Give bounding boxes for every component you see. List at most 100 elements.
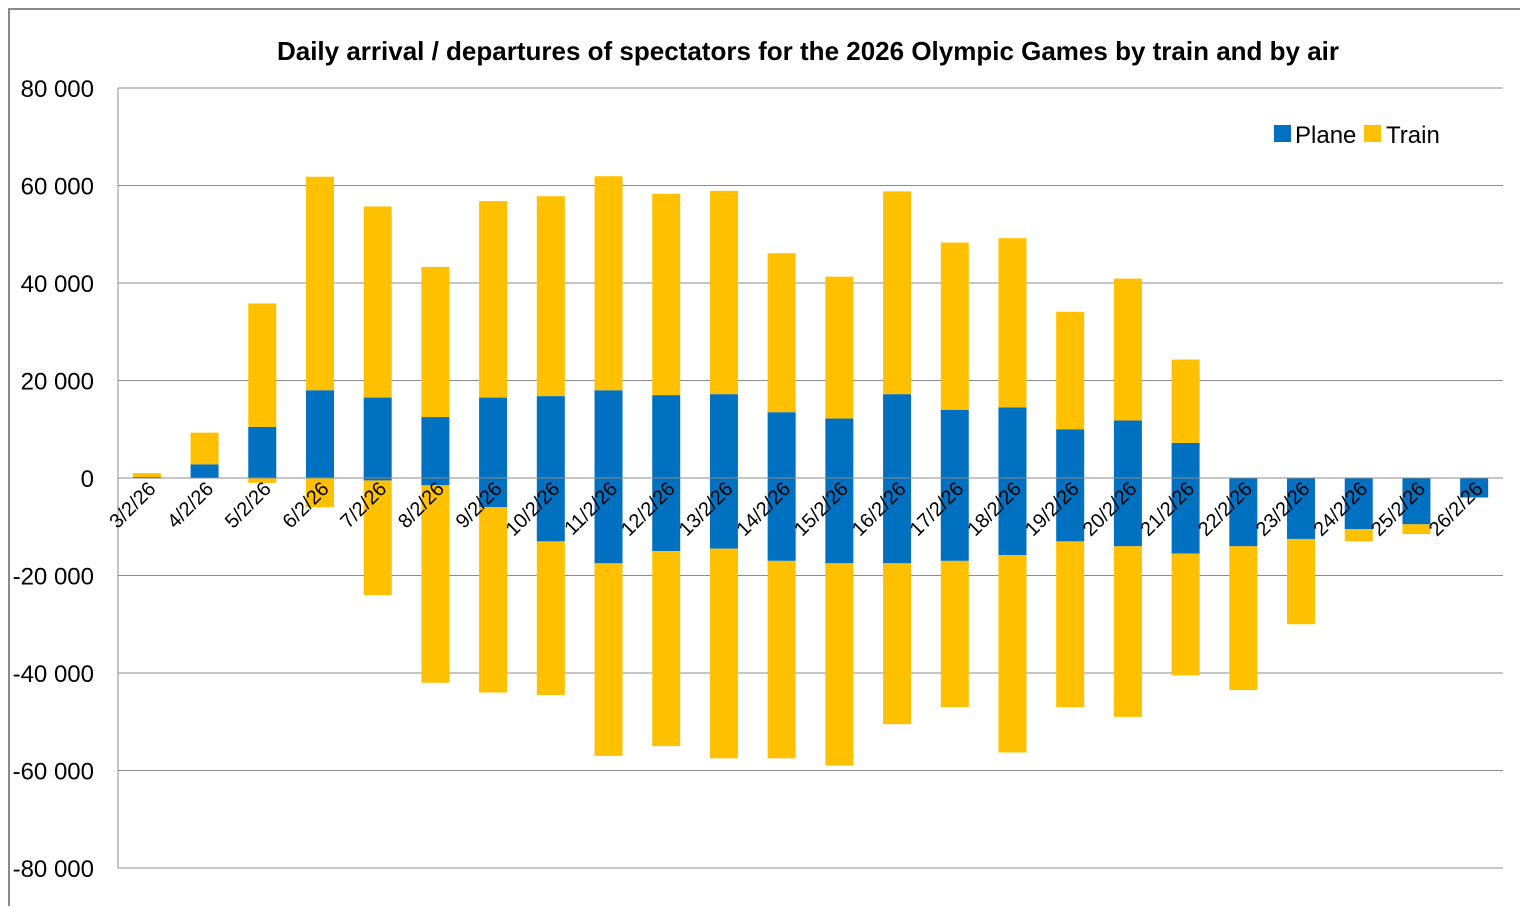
bar-plane-arrival xyxy=(1056,429,1085,478)
bar-train-arrival xyxy=(709,190,738,395)
bar-train-arrival xyxy=(594,176,623,391)
bar-train-arrival xyxy=(1113,278,1142,421)
bar-plane-departure xyxy=(536,478,565,542)
bar-plane-arrival xyxy=(767,412,796,478)
bar-train-departure xyxy=(767,560,796,759)
bar-plane-arrival xyxy=(998,407,1027,478)
bars xyxy=(132,176,1489,766)
legend: Plane Train xyxy=(1274,122,1440,149)
bar-plane-departure xyxy=(1056,478,1085,542)
bar-plane-departure xyxy=(479,478,508,508)
bar-plane-departure xyxy=(1344,478,1373,530)
bar-train-departure xyxy=(998,555,1027,753)
bar-plane-departure xyxy=(421,478,450,486)
bar-plane-departure xyxy=(940,478,969,561)
bar-train-departure xyxy=(1402,524,1431,535)
bar-train-arrival xyxy=(536,196,565,397)
bar-train-departure xyxy=(652,551,681,747)
bar-train-arrival xyxy=(479,201,508,398)
bar-train-departure xyxy=(1287,538,1316,625)
y-tick-label: 60 000 xyxy=(21,174,94,201)
bar-train-arrival xyxy=(652,193,681,396)
bar-plane-arrival xyxy=(825,418,854,478)
bar-train-arrival xyxy=(132,473,161,478)
y-tick-label: 80 000 xyxy=(21,76,94,103)
bar-train-departure xyxy=(594,563,623,756)
bar-train-departure xyxy=(421,485,450,683)
bar-train-arrival xyxy=(1056,311,1085,430)
bar-train-arrival xyxy=(248,303,277,427)
bar-plane-arrival xyxy=(479,397,508,478)
bar-train-departure xyxy=(940,560,969,708)
bar-plane-arrival xyxy=(594,390,623,478)
bar-train-departure xyxy=(479,507,508,693)
legend-swatch-plane xyxy=(1274,125,1291,142)
y-tick-label: -80 000 xyxy=(13,856,94,883)
bar-plane-departure xyxy=(1460,478,1489,498)
bar-plane-departure xyxy=(1171,478,1200,554)
bar-train-arrival xyxy=(190,432,219,465)
bar-plane-departure xyxy=(363,478,392,481)
bar-plane-departure xyxy=(883,478,912,564)
legend-label-plane: Plane xyxy=(1295,122,1356,149)
bar-train-departure xyxy=(248,478,277,483)
y-tick-label: -20 000 xyxy=(13,564,94,591)
bar-plane-arrival xyxy=(652,395,681,478)
bar-plane-arrival xyxy=(305,390,334,478)
bar-train-arrival xyxy=(940,242,969,410)
x-tick-label: 4/2/26 xyxy=(163,478,218,533)
bar-plane-departure xyxy=(709,478,738,549)
bar-plane-departure xyxy=(652,478,681,552)
bar-train-departure xyxy=(883,563,912,725)
y-tick-label: -60 000 xyxy=(13,759,94,786)
bar-train-arrival xyxy=(363,206,392,398)
bar-train-arrival xyxy=(825,276,854,419)
chart-title: Daily arrival / departures of spectators… xyxy=(277,36,1339,66)
bar-plane-departure xyxy=(767,478,796,561)
bar-plane-arrival xyxy=(1171,442,1200,478)
bar-train-departure xyxy=(825,563,854,766)
bar-plane-departure xyxy=(1402,478,1431,525)
bar-plane-departure xyxy=(1113,478,1142,547)
y-tick-label: -40 000 xyxy=(13,661,94,688)
bar-train-departure xyxy=(1229,546,1258,691)
legend-label-train: Train xyxy=(1386,122,1440,149)
bar-plane-arrival xyxy=(709,394,738,478)
bar-plane-departure xyxy=(1229,478,1258,547)
bar-plane-arrival xyxy=(421,417,450,478)
x-tick-label: 5/2/26 xyxy=(221,478,276,533)
bar-plane-arrival xyxy=(883,394,912,478)
bar-plane-arrival xyxy=(1113,420,1142,478)
bar-plane-departure xyxy=(1287,478,1316,539)
bar-plane-arrival xyxy=(248,426,277,478)
y-tick-label: 40 000 xyxy=(21,271,94,298)
bar-train-departure xyxy=(1113,546,1142,717)
bar-plane-departure xyxy=(594,478,623,564)
bar-train-arrival xyxy=(305,176,334,391)
bar-train-departure xyxy=(363,480,392,595)
bar-train-departure xyxy=(536,541,565,695)
x-tick-label: 3/2/26 xyxy=(106,478,161,533)
bar-plane-arrival xyxy=(940,409,969,478)
bar-train-arrival xyxy=(421,266,450,418)
chart-frame xyxy=(8,8,1520,906)
legend-swatch-train xyxy=(1364,125,1381,142)
bar-train-departure xyxy=(1171,553,1200,676)
y-axis: 80 000 60 000 40 000 20 000 0 -20 000 -40 000 -… xyxy=(13,76,119,883)
bar-train-arrival xyxy=(767,253,796,413)
bar-plane-departure xyxy=(998,478,1027,556)
x-tick-label: 26/2/26 xyxy=(1425,478,1488,541)
bar-plane-arrival xyxy=(190,464,219,478)
y-tick-label: 0 xyxy=(81,466,94,493)
bar-train-arrival xyxy=(1171,359,1200,443)
bar-train-departure xyxy=(305,478,334,508)
bar-plane-departure xyxy=(825,478,854,564)
bar-train-arrival xyxy=(883,191,912,395)
bar-train-arrival xyxy=(998,238,1027,408)
y-tick-label: 20 000 xyxy=(21,369,94,396)
bar-train-departure xyxy=(1344,529,1373,542)
bar-plane-arrival xyxy=(363,397,392,478)
bar-train-departure xyxy=(709,548,738,759)
bar-plane-arrival xyxy=(536,396,565,478)
